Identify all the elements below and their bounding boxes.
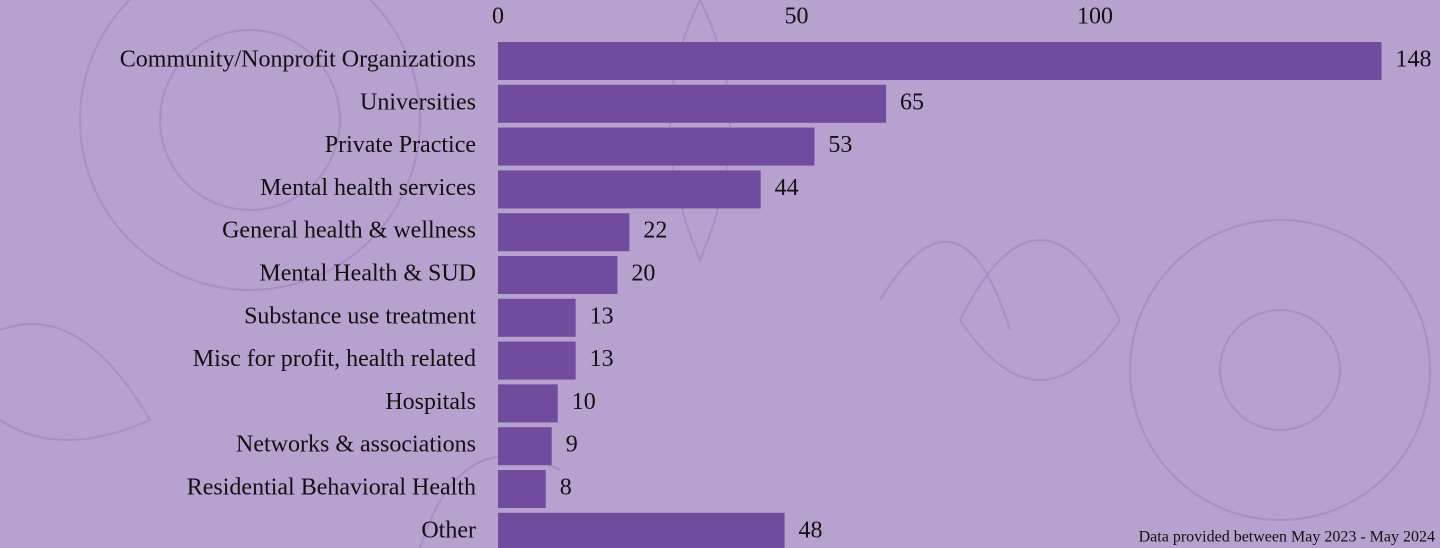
bar <box>498 299 576 337</box>
y-tick-label: Networks & associations <box>236 432 476 458</box>
value-label: 9 <box>566 432 578 458</box>
footnote: Data provided between May 2023 - May 202… <box>1139 529 1435 546</box>
bar <box>498 42 1382 80</box>
y-tick-label: Substance use treatment <box>244 303 476 329</box>
bar <box>498 85 886 123</box>
x-tick-label: 50 <box>785 4 809 30</box>
page: Data provided between May 2023 - May 202… <box>0 0 1440 548</box>
y-tick-label: Private Practice <box>325 132 476 158</box>
background <box>0 0 1440 548</box>
bar <box>498 128 814 166</box>
chart: Data provided between May 2023 - May 202… <box>0 0 1440 548</box>
value-label: 65 <box>900 89 924 115</box>
value-label: 8 <box>560 475 572 501</box>
y-tick-label: Mental health services <box>260 175 476 201</box>
x-tick-label: 0 <box>492 4 504 30</box>
value-label: 53 <box>828 132 852 158</box>
x-tick-label: 100 <box>1077 4 1113 30</box>
bar <box>498 384 558 422</box>
y-tick-label: Mental Health & SUD <box>259 261 476 287</box>
bar <box>498 342 576 380</box>
value-label: 20 <box>631 261 655 287</box>
y-tick-label: Residential Behavioral Health <box>187 475 476 501</box>
bar <box>498 256 617 294</box>
value-label: 22 <box>643 218 667 244</box>
bar <box>498 213 629 251</box>
bar <box>498 513 785 548</box>
value-label: 13 <box>590 303 614 329</box>
y-tick-label: General health & wellness <box>222 218 476 244</box>
bar <box>498 470 546 508</box>
bar <box>498 427 552 465</box>
y-tick-label: Hospitals <box>385 389 476 415</box>
y-tick-label: Community/Nonprofit Organizations <box>120 47 476 73</box>
y-tick-label: Universities <box>360 89 476 115</box>
y-tick-label: Other <box>421 517 476 543</box>
value-label: 13 <box>590 346 614 372</box>
bar <box>498 170 761 208</box>
y-tick-label: Misc for profit, health related <box>193 346 476 372</box>
value-label: 148 <box>1396 47 1432 73</box>
value-label: 10 <box>572 389 596 415</box>
value-label: 44 <box>775 175 799 201</box>
value-label: 48 <box>799 517 823 543</box>
